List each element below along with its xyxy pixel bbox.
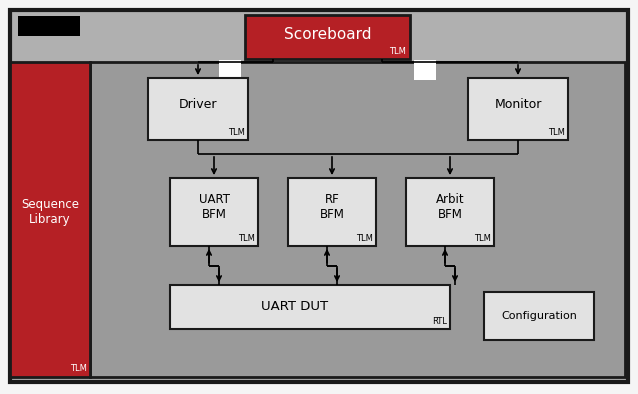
Text: Monitor: Monitor	[494, 97, 542, 110]
Text: TLM: TLM	[389, 47, 406, 56]
Bar	[10, 62, 90, 377]
Text: Configuration: Configuration	[501, 311, 577, 321]
Bar	[468, 78, 568, 140]
Bar	[219, 60, 241, 80]
Bar	[18, 16, 80, 36]
Text: UART
BFM: UART BFM	[198, 193, 230, 221]
Text: TLM: TLM	[356, 234, 373, 243]
Bar	[406, 178, 494, 246]
Text: RF
BFM: RF BFM	[320, 193, 345, 221]
Text: TLM: TLM	[238, 234, 255, 243]
Bar	[414, 60, 436, 80]
Bar	[288, 178, 376, 246]
Text: TLM: TLM	[70, 364, 87, 373]
Bar	[484, 292, 594, 340]
Bar	[148, 78, 248, 140]
Text: RTL: RTL	[432, 317, 447, 326]
Text: TLM: TLM	[228, 128, 245, 137]
Text: Scoreboard: Scoreboard	[284, 26, 371, 41]
Text: TLM: TLM	[474, 234, 491, 243]
Bar	[245, 15, 410, 59]
Bar	[170, 285, 450, 329]
Text: UART DUT: UART DUT	[262, 301, 329, 314]
Bar	[90, 62, 625, 377]
Text: Driver: Driver	[179, 97, 218, 110]
Text: TLM: TLM	[548, 128, 565, 137]
Text: Sequence
Library: Sequence Library	[21, 197, 79, 225]
Text: Arbit
BFM: Arbit BFM	[436, 193, 464, 221]
Bar	[170, 178, 258, 246]
